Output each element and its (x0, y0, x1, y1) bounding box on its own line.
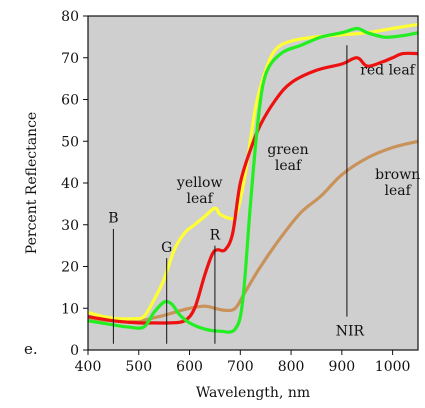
y-tick-label: 70 (61, 51, 79, 67)
x-tick-label: 1000 (375, 359, 411, 375)
series-layer (88, 22, 418, 334)
band-label-g: G (161, 240, 172, 256)
x-axis-label: Wavelength, nm (196, 385, 310, 401)
series-label-green-leaf: green leaf (267, 142, 308, 174)
y-tick-label: 40 (61, 176, 79, 192)
y-tick-label: 80 (61, 9, 79, 25)
y-tick-label: 50 (61, 134, 79, 150)
y-tick-label: 60 (61, 93, 79, 109)
series-line-green-leaf (88, 26, 418, 334)
x-tick-label: 900 (328, 359, 355, 375)
x-tick-label: 600 (176, 359, 203, 375)
x-tick-label: 400 (75, 359, 102, 375)
band-label-b: B (108, 211, 118, 227)
band-label-r: R (210, 227, 221, 243)
band-label-nir: NIR (336, 323, 365, 339)
series-labels-layer: yellow leaf red leaf green leaf brown leaf (176, 62, 420, 207)
series-line-yellow-leaf (88, 22, 418, 321)
band-markers-layer: B G R NIR (108, 45, 365, 344)
y-tick-label: 10 (61, 301, 79, 317)
series-line-brown-leaf (88, 139, 418, 323)
x-tick-label: 500 (125, 359, 152, 375)
series-label-yellow-leaf: yellow leaf (176, 175, 223, 207)
y-tick-label: 20 (61, 260, 79, 276)
x-tick-label: 700 (227, 359, 254, 375)
y-axis-label: Percent Reflectance (24, 112, 40, 254)
series-line-red-leaf (88, 51, 418, 325)
y-tick-label: 0 (70, 343, 79, 359)
x-tick-label: 800 (278, 359, 305, 375)
y-tick-label: 30 (61, 218, 79, 234)
panel-letter: e. (24, 340, 38, 358)
series-label-brown-leaf: brown leaf (375, 167, 420, 199)
series-label-red-leaf: red leaf (360, 62, 416, 78)
ticks-layer: 400 500 600 700 800 900 1000 0 10 20 30 40 50 60 70 80 (61, 9, 410, 375)
